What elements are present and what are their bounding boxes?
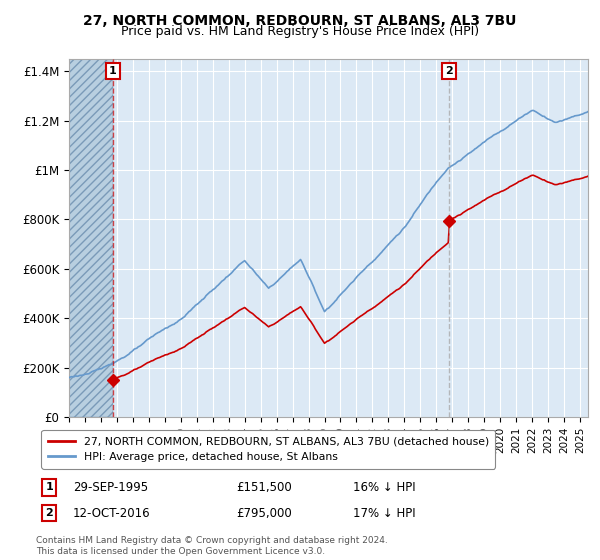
Text: 1: 1 xyxy=(109,66,117,76)
Legend: 27, NORTH COMMON, REDBOURN, ST ALBANS, AL3 7BU (detached house), HPI: Average pr: 27, NORTH COMMON, REDBOURN, ST ALBANS, A… xyxy=(41,430,496,469)
Text: Price paid vs. HM Land Registry's House Price Index (HPI): Price paid vs. HM Land Registry's House … xyxy=(121,25,479,38)
Text: £795,000: £795,000 xyxy=(236,507,292,520)
Text: 2: 2 xyxy=(445,66,453,76)
Text: 27, NORTH COMMON, REDBOURN, ST ALBANS, AL3 7BU: 27, NORTH COMMON, REDBOURN, ST ALBANS, A… xyxy=(83,14,517,28)
Text: 1: 1 xyxy=(46,482,53,492)
Text: Contains HM Land Registry data © Crown copyright and database right 2024.
This d: Contains HM Land Registry data © Crown c… xyxy=(36,536,388,556)
Text: 12-OCT-2016: 12-OCT-2016 xyxy=(73,507,151,520)
Bar xyxy=(69,59,113,417)
Text: 16% ↓ HPI: 16% ↓ HPI xyxy=(353,481,415,494)
Text: 17% ↓ HPI: 17% ↓ HPI xyxy=(353,507,415,520)
Text: 29-SEP-1995: 29-SEP-1995 xyxy=(73,481,148,494)
Text: £151,500: £151,500 xyxy=(236,481,292,494)
Text: 2: 2 xyxy=(46,508,53,518)
